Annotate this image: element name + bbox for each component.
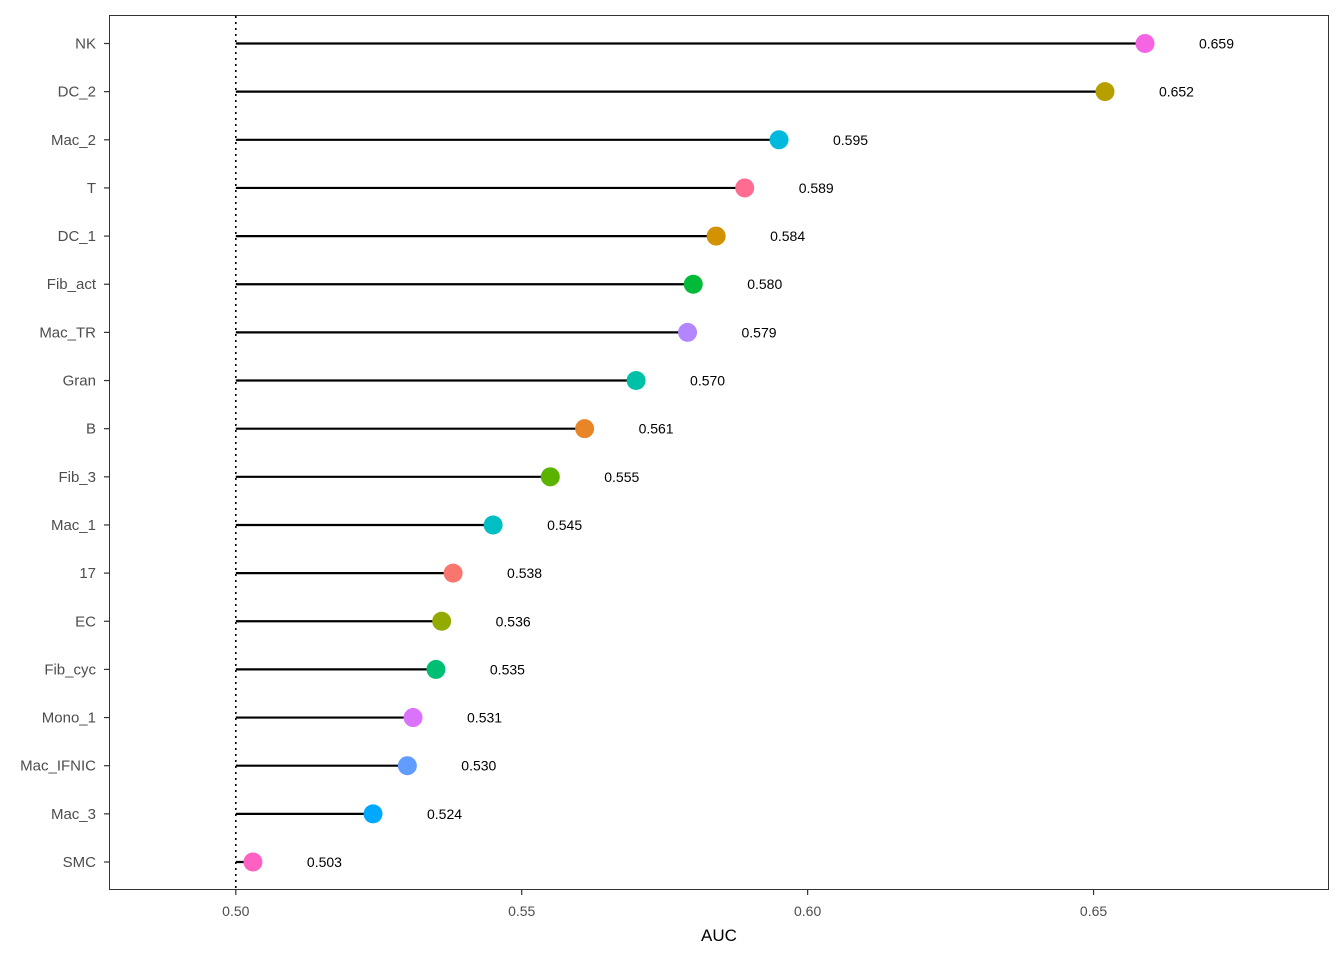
y-tick-label: Gran — [63, 373, 96, 390]
value-label: 0.580 — [747, 276, 782, 292]
y-tick-label: Fib_cyc — [44, 661, 96, 678]
y-axis: NK DC_2 Mac_2 T DC_1 Fib_act Mac_TR Gran B Fib_3 M… — [20, 36, 110, 871]
point — [1135, 34, 1155, 53]
value-label: 0.652 — [1159, 84, 1194, 100]
y-tick-label: Mac_TR — [39, 324, 96, 341]
point — [540, 467, 560, 487]
y-tick-label: T — [87, 180, 96, 197]
value-label: 0.589 — [799, 180, 834, 196]
point — [575, 419, 595, 439]
value-label: 0.570 — [690, 373, 725, 389]
value-label: 0.584 — [770, 228, 805, 244]
point — [735, 178, 755, 198]
point — [769, 130, 789, 150]
point — [432, 611, 452, 631]
value-label: 0.561 — [639, 421, 674, 437]
value-label: 0.530 — [461, 758, 496, 774]
plot-panel — [109, 15, 1329, 890]
points — [243, 34, 1155, 872]
y-tick-label: 17 — [79, 565, 96, 582]
x-tick-label: 0.50 — [222, 903, 249, 919]
point — [483, 515, 503, 535]
y-tick-label: Fib_act — [47, 276, 97, 293]
y-tick-label: Mac_IFNIC — [20, 758, 96, 775]
stems — [235, 42, 1146, 864]
x-axis: 0.50 0.55 0.60 0.65 — [222, 889, 1107, 919]
x-axis-title: AUC — [701, 926, 737, 945]
value-labels: 0.659 0.652 0.595 0.589 0.584 0.580 0.579 0.570… — [307, 36, 1234, 871]
point — [363, 804, 383, 824]
value-label: 0.536 — [496, 613, 531, 629]
x-tick-label: 0.60 — [794, 903, 821, 919]
point — [426, 659, 446, 679]
point — [443, 563, 463, 583]
value-label: 0.535 — [490, 661, 525, 677]
point — [706, 226, 726, 246]
point — [678, 322, 698, 342]
point — [626, 371, 646, 391]
x-tick-label: 0.55 — [508, 903, 535, 919]
y-tick-label: EC — [75, 613, 96, 630]
point — [397, 756, 417, 776]
value-label: 0.659 — [1199, 36, 1234, 52]
value-label: 0.538 — [507, 565, 542, 581]
y-tick-label: Mono_1 — [42, 710, 96, 727]
point — [1095, 82, 1115, 102]
y-tick-label: Mac_3 — [51, 806, 96, 823]
value-label: 0.579 — [742, 324, 777, 340]
y-tick-label: DC_2 — [58, 84, 96, 101]
y-tick-label: Mac_1 — [51, 517, 96, 534]
y-tick-label: Fib_3 — [58, 469, 96, 486]
point — [683, 274, 703, 294]
point — [243, 852, 263, 872]
y-tick-label: Mac_2 — [51, 132, 96, 149]
x-tick-label: 0.65 — [1080, 903, 1107, 919]
value-label: 0.555 — [604, 469, 639, 485]
y-tick-label: B — [86, 421, 96, 438]
value-label: 0.531 — [467, 710, 502, 726]
y-tick-label: DC_1 — [58, 228, 96, 245]
y-tick-label: SMC — [63, 854, 97, 871]
value-label: 0.503 — [307, 854, 342, 870]
value-label: 0.595 — [833, 132, 868, 148]
value-label: 0.545 — [547, 517, 582, 533]
y-tick-label: NK — [75, 36, 96, 53]
value-label: 0.524 — [427, 806, 462, 822]
point — [403, 708, 423, 728]
